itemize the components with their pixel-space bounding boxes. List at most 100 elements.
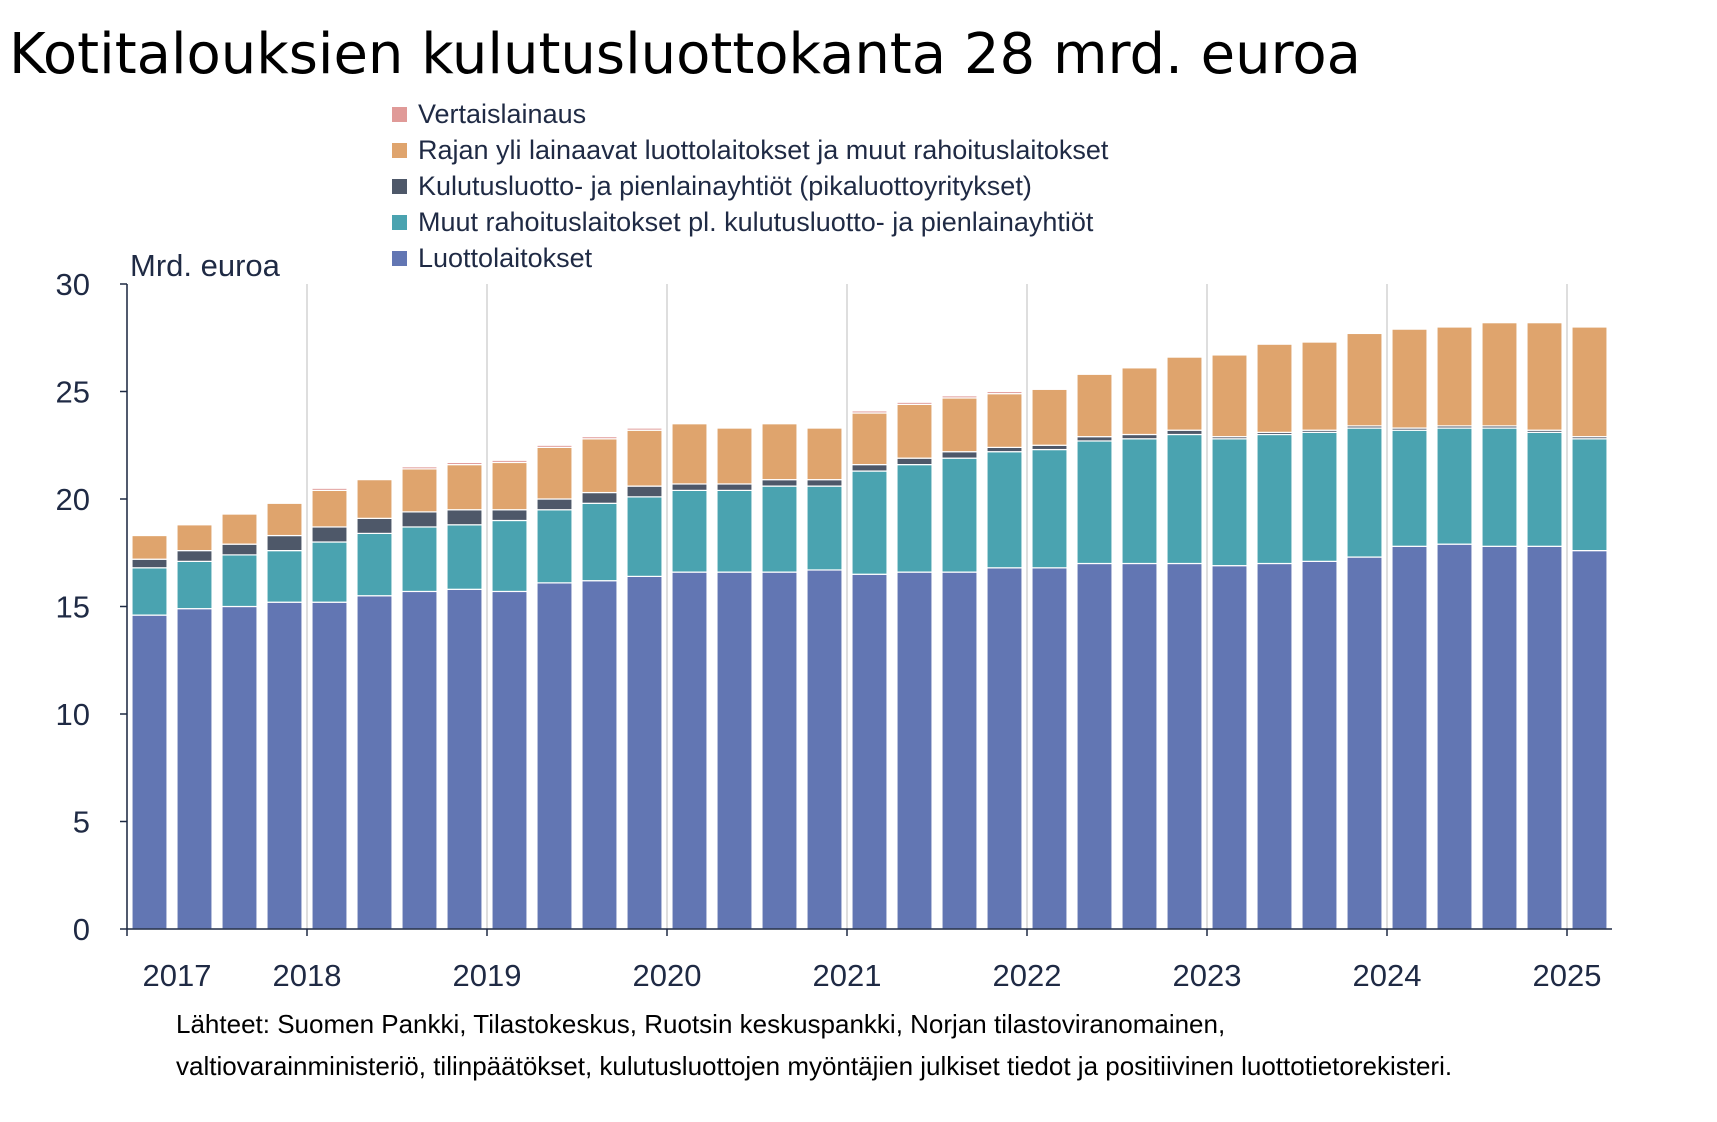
bar-segment — [896, 401, 933, 406]
bar-segment — [716, 483, 753, 492]
bar-segment — [1571, 326, 1608, 438]
bar-segment — [266, 534, 303, 552]
legend-swatch — [392, 250, 407, 266]
bar-segment — [221, 605, 258, 930]
bar-segment — [446, 509, 483, 526]
bar-segment — [1256, 343, 1293, 433]
bar-segment — [1031, 567, 1068, 930]
bar-segment — [941, 571, 978, 930]
y-tick-label: 10 — [56, 697, 90, 732]
bar-segment — [806, 479, 843, 487]
bar-segment — [716, 427, 753, 485]
bar-segment — [401, 590, 438, 930]
bar-segment — [1481, 427, 1518, 547]
y-tick-label: 20 — [56, 482, 90, 517]
y-tick-label: 25 — [56, 375, 90, 410]
bar-segment — [851, 470, 888, 575]
y-tick-label: 0 — [73, 912, 90, 947]
bar-segment — [311, 541, 348, 603]
bar-segment — [311, 526, 348, 543]
bar-segment — [311, 489, 348, 528]
bar-segment — [626, 427, 663, 431]
bar-segment — [491, 509, 528, 522]
bar-segment — [1481, 545, 1518, 930]
bar-segment — [176, 524, 213, 552]
y-tick-label: 30 — [56, 267, 90, 302]
bar-segment — [896, 464, 933, 573]
bar-segment — [1076, 562, 1113, 930]
bar-segment — [1346, 427, 1383, 558]
bar-segment — [1121, 562, 1158, 930]
bar-segment — [1166, 433, 1203, 565]
bar-segment — [446, 588, 483, 930]
bar-segment — [1121, 367, 1158, 436]
bar-segment — [1211, 438, 1248, 567]
bar-segment — [986, 451, 1023, 569]
bar-segment — [1391, 328, 1428, 429]
bar-segment — [356, 532, 393, 597]
bar-segment — [131, 614, 168, 930]
bar-segment — [851, 410, 888, 414]
bar-segment — [1526, 322, 1563, 431]
legend-item-muut-rahoituslaitokset: Muut rahoituslaitokset pl. kulutusluotto… — [392, 204, 1108, 240]
bar-segment — [761, 485, 798, 573]
y-tick-label: 5 — [73, 805, 90, 840]
bar-segment — [851, 464, 888, 472]
chart-title: Kotitalouksien kulutusluottokanta 28 mrd… — [8, 22, 1361, 87]
bar-segment — [266, 549, 303, 603]
bar-segment — [671, 483, 708, 492]
bar-segment — [626, 429, 663, 487]
bar-segment — [1166, 356, 1203, 431]
bar-segment — [1211, 354, 1248, 438]
legend-swatch — [392, 214, 407, 230]
bar-segment — [986, 393, 1023, 448]
bar-segment — [581, 580, 618, 930]
bar-segment — [851, 412, 888, 466]
x-tick-label: 2025 — [1533, 958, 1602, 993]
bar-segment — [1256, 433, 1293, 565]
legend-label: Kulutusluotto- ja pienlainayhtiöt (pikal… — [418, 170, 1032, 201]
bar-segment — [356, 517, 393, 534]
bar-segment — [716, 571, 753, 930]
bar-segment — [1076, 436, 1113, 442]
bar-segment — [131, 567, 168, 616]
x-tick-label: 2018 — [273, 958, 342, 993]
bar-segment — [581, 438, 618, 494]
bar-segment — [941, 457, 978, 573]
bar-segment — [896, 403, 933, 459]
bar-segment — [626, 485, 663, 498]
x-tick-label: 2020 — [633, 958, 702, 993]
bar-segment — [1031, 448, 1068, 569]
bar-segment — [806, 427, 843, 481]
bar-segment — [536, 446, 573, 500]
bar-segment — [896, 571, 933, 930]
bar-segment — [671, 489, 708, 573]
bar-segment — [1436, 543, 1473, 930]
bar-segment — [1031, 444, 1068, 451]
bar-segment — [1256, 562, 1293, 930]
source-line-1: Lähteet: Suomen Pankki, Tilastokeskus, R… — [176, 1009, 1226, 1039]
bar-segment — [491, 590, 528, 930]
bar-segment — [446, 524, 483, 590]
bar-segment — [1436, 427, 1473, 545]
bar-segment — [581, 491, 618, 504]
bar-segment — [1301, 341, 1338, 431]
bar-segment — [761, 423, 798, 481]
x-tick-label: 2019 — [453, 958, 522, 993]
bar-segment — [1571, 549, 1608, 930]
bar-segment — [1121, 433, 1158, 440]
x-tick-label: 2017 — [143, 958, 212, 993]
bar-segment — [401, 511, 438, 528]
legend-swatch — [392, 178, 407, 194]
bar-segment — [626, 575, 663, 930]
bar-segment — [986, 446, 1023, 453]
legend-item-luottolaitokset: Luottolaitokset — [392, 240, 1108, 276]
x-tick-label: 2021 — [813, 958, 882, 993]
bar-segment — [491, 459, 528, 464]
bar-segment — [266, 502, 303, 537]
bar-segment — [581, 436, 618, 440]
bar-segment — [176, 549, 213, 562]
bar-segment — [671, 571, 708, 930]
bar-segment — [986, 390, 1023, 395]
